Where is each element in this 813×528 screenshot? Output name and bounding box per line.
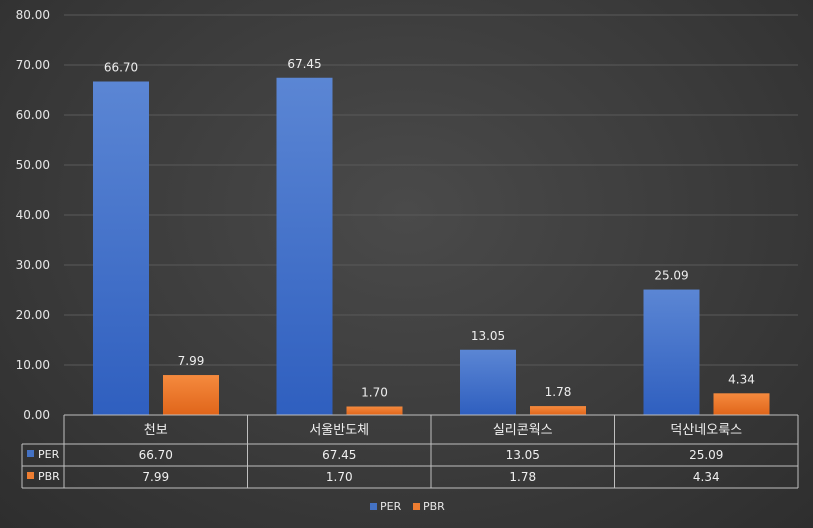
table-cell: 66.70 [139,448,173,462]
table-legend-key [27,472,34,479]
y-axis: 0.00 10.00 20.00 30.00 40.00 50.00 60.00 70.00 8… [16,8,50,422]
data-label-per-1: 67.45 [287,57,321,71]
bar-per-1 [276,77,333,415]
table-cell: 4.34 [693,470,720,484]
bar-per-3 [643,289,700,415]
bar-pbr-1 [346,406,403,415]
legend-entry-pbr: PBR [423,500,445,513]
y-tick-label: 50.00 [16,158,50,172]
y-tick-label: 30.00 [16,258,50,272]
table-cell: 7.99 [142,470,169,484]
bars [93,77,770,415]
x-tick-label: 천보 [144,423,168,438]
data-label-pbr-3: 4.34 [728,372,755,386]
table-legend-key [27,450,34,457]
y-tick-label: 0.00 [23,408,50,422]
bar-pbr-0 [163,375,219,415]
x-tick-label: 덕산네오룩스 [670,423,742,438]
y-tick-label: 40.00 [16,208,50,222]
y-tick-label: 80.00 [16,8,50,22]
legend-entry-per: PER [380,500,402,513]
table-cell: 25.09 [689,448,723,462]
x-tick-label: 서울반도체 [309,423,369,438]
bar-per-2 [460,349,516,415]
data-label-pbr-0: 7.99 [178,354,205,368]
data-table: 천보 서울반도체 실리콘웍스 덕산네오룩스 PER 66.70 67.45 13.05 25.0… [21,414,799,489]
y-tick-label: 20.00 [16,308,50,322]
x-tick-label: 실리콘웍스 [493,423,553,438]
legend-key-pbr [413,503,420,510]
data-label-per-3: 25.09 [654,269,688,283]
legend: PER PBR [370,500,445,513]
y-tick-label: 10.00 [16,358,50,372]
data-label-per-2: 13.05 [471,329,505,343]
gridlines [64,14,798,416]
table-series-name: PER [38,448,60,461]
bar-pbr-2 [530,406,586,415]
data-label-pbr-2: 1.78 [545,385,572,399]
table-cell: 13.05 [506,448,540,462]
table-cell: 1.78 [509,470,536,484]
data-labels: 66.70 67.45 13.05 25.09 7.99 1.70 1.78 4.34 [104,57,755,400]
data-label-pbr-1: 1.70 [361,386,388,400]
table-cell: 1.70 [326,470,353,484]
y-tick-label: 60.00 [16,108,50,122]
bar-pbr-3 [713,393,770,415]
bar-per-0 [93,81,149,415]
y-tick-label: 70.00 [16,58,50,72]
legend-key-per [370,503,377,510]
table-cell: 67.45 [322,448,356,462]
table-series-name: PBR [38,470,60,483]
data-label-per-0: 66.70 [104,61,138,75]
